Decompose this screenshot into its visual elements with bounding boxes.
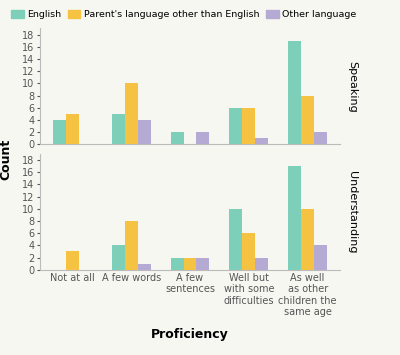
Bar (301, 209, 314, 270)
Bar (112, 114, 125, 144)
Bar (242, 108, 255, 144)
Bar (301, 95, 314, 144)
Text: Speaking: Speaking (348, 61, 358, 112)
Bar (255, 138, 268, 144)
Bar (53, 120, 66, 144)
Bar (242, 233, 255, 270)
Text: Understanding: Understanding (348, 170, 358, 253)
Bar (230, 209, 242, 270)
Bar (230, 108, 242, 144)
Bar (138, 120, 150, 144)
Text: Count: Count (0, 139, 12, 180)
Bar (66, 114, 79, 144)
Bar (255, 258, 268, 270)
Bar (314, 245, 327, 270)
Bar (125, 221, 138, 270)
Bar (314, 132, 327, 144)
Bar (112, 245, 125, 270)
Bar (66, 251, 79, 270)
Bar (196, 258, 210, 270)
Bar (170, 258, 184, 270)
Bar (138, 264, 150, 270)
Legend: English, Parent's language other than English, Other language: English, Parent's language other than En… (8, 6, 360, 23)
Bar (196, 132, 210, 144)
Bar (125, 83, 138, 144)
Bar (184, 258, 196, 270)
Bar (288, 40, 301, 144)
Bar (170, 132, 184, 144)
Bar (288, 166, 301, 270)
X-axis label: Proficiency: Proficiency (151, 328, 229, 342)
